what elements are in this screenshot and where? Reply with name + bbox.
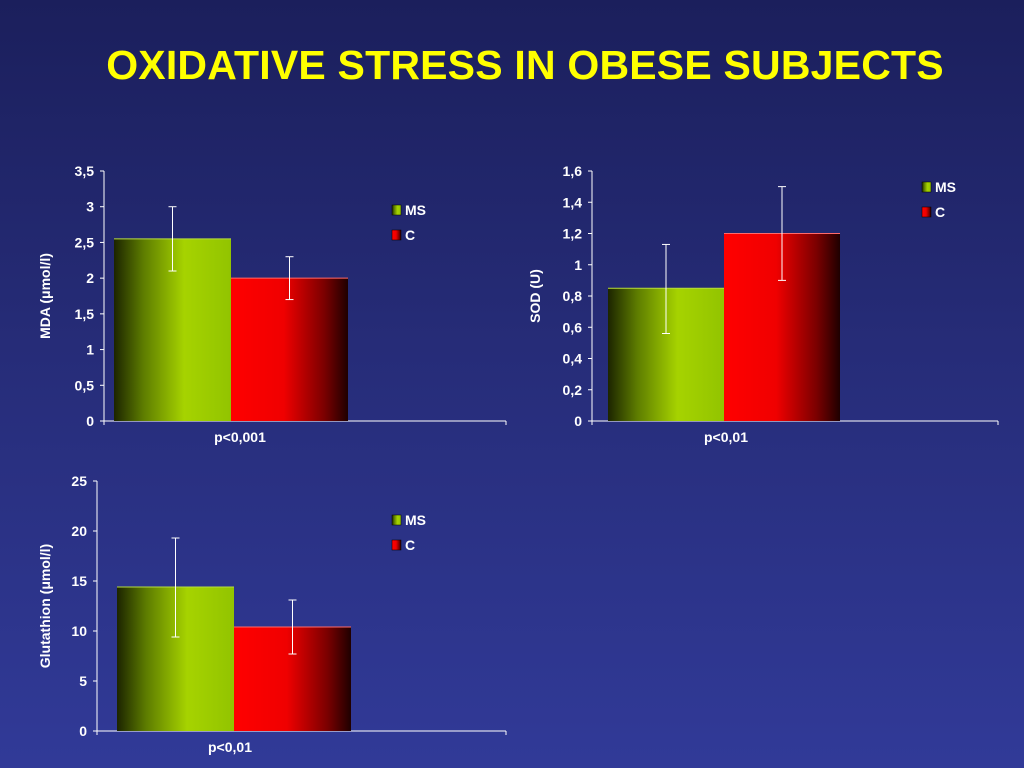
y-tick-label: 1,2 <box>563 226 583 242</box>
y-tick-label: 0 <box>574 413 582 429</box>
y-tick-label: 0,5 <box>75 377 95 393</box>
y-tick-label: 5 <box>79 673 87 689</box>
legend-label-ms: MS <box>405 202 426 218</box>
y-tick-label: 3,5 <box>75 163 95 179</box>
y-axis-label: SOD (U) <box>527 269 543 323</box>
y-tick-label: 2,5 <box>75 234 95 250</box>
slide-title: OXIDATIVE STRESS IN OBESE SUBJECTS <box>106 42 944 88</box>
y-tick-label: 0,2 <box>563 382 583 398</box>
y-tick-label: 1,4 <box>563 194 583 210</box>
y-tick-label: 0,6 <box>563 319 583 335</box>
mda-chart: 0 0,5 1 1,5 2 2,5 3 3,5 MDA (μmol/l) MS Cp<0,001 <box>37 163 507 445</box>
bar-c <box>231 278 348 421</box>
legend-label-c: C <box>405 227 415 243</box>
y-axis-label: MDA (μmol/l) <box>37 253 53 339</box>
legend-swatch-ms <box>391 204 402 216</box>
sod-chart: 0 0,2 0,4 0,6 0,8 1 1,2 1,4 1,6 SOD (U) MS Cp<0,01 <box>527 163 999 445</box>
y-tick-label: 1 <box>574 257 582 273</box>
y-tick-label: 15 <box>71 573 87 589</box>
y-tick-label: 1,5 <box>75 306 95 322</box>
y-tick-label: 0 <box>79 723 87 739</box>
legend-label-ms: MS <box>935 179 956 195</box>
y-tick-label: 1 <box>86 342 94 358</box>
category-label: p<0,01 <box>208 739 252 755</box>
legend-swatch-c <box>391 539 402 551</box>
category-label: p<0,001 <box>214 429 266 445</box>
legend-swatch-ms <box>391 514 402 526</box>
y-tick-label: 2 <box>86 270 94 286</box>
glutathion-chart: 0 5 10 15 20 25 Glutathion (μmol/l) MS Cp<0,01 <box>37 473 507 755</box>
legend-swatch-c <box>921 206 932 218</box>
y-tick-label: 0 <box>86 413 94 429</box>
y-axis-label: Glutathion (μmol/l) <box>37 544 53 668</box>
y-tick-label: 25 <box>71 473 87 489</box>
legend-swatch-c <box>391 229 402 241</box>
category-label: p<0,01 <box>704 429 748 445</box>
y-tick-label: 1,6 <box>563 163 583 179</box>
legend-label-c: C <box>405 537 415 553</box>
y-tick-label: 0,8 <box>563 288 583 304</box>
y-tick-label: 3 <box>86 199 94 215</box>
y-tick-label: 0,4 <box>563 351 583 367</box>
y-tick-label: 20 <box>71 523 87 539</box>
y-tick-label: 10 <box>71 623 87 639</box>
legend-label-ms: MS <box>405 512 426 528</box>
legend-label-c: C <box>935 204 945 220</box>
legend-swatch-ms <box>921 181 932 193</box>
